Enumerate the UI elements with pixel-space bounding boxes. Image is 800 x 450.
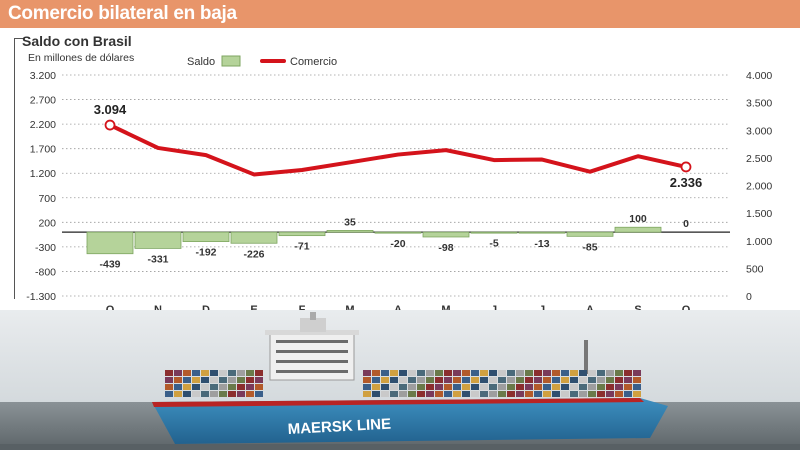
saldo-data-label: -439 xyxy=(99,259,120,271)
left-axis-tick-label: 200 xyxy=(38,217,56,229)
left-axis-tick-label: -1.300 xyxy=(26,291,56,303)
right-axis-tick-label: 1.000 xyxy=(746,236,772,248)
left-axis-tick-label: 3.200 xyxy=(30,70,56,82)
ship-superstructure xyxy=(265,312,588,381)
comercio-data-label: 3.094 xyxy=(94,102,127,117)
saldo-bar xyxy=(518,231,566,234)
saldo-data-label: -192 xyxy=(195,247,216,259)
saldo-data-label: -331 xyxy=(147,253,168,265)
left-axis-tick-label: -800 xyxy=(35,266,56,278)
legend-comercio-label: Comercio xyxy=(290,56,337,68)
chart-subtitle: Saldo con Brasil xyxy=(22,33,132,49)
saldo-bar xyxy=(230,231,278,244)
saldo-bar xyxy=(614,226,662,233)
right-axis-tick-label: 2.500 xyxy=(746,153,772,165)
subtitle-bracket xyxy=(14,38,24,299)
saldo-data-label: -85 xyxy=(582,241,597,253)
right-axis-tick-label: 500 xyxy=(746,263,764,275)
saldo-data-label: 0 xyxy=(683,218,689,230)
saldo-data-label: -13 xyxy=(534,238,549,250)
units-label: En millones de dólares xyxy=(28,52,135,64)
saldo-data-label: -71 xyxy=(294,241,309,253)
saldo-bar xyxy=(278,231,326,237)
left-axis-tick-label: 700 xyxy=(38,193,56,205)
saldo-bar xyxy=(326,230,374,233)
saldo-bar xyxy=(374,231,422,234)
title-banner: Comercio bilateral en baja xyxy=(0,0,800,28)
right-axis-tick-label: 3.500 xyxy=(746,98,772,110)
ship-photo: MAERSK LINE xyxy=(0,310,800,450)
saldo-bar xyxy=(134,231,182,249)
container-stacks xyxy=(165,370,641,397)
comercio-point xyxy=(680,161,692,173)
right-axis-tick-label: 2.000 xyxy=(746,181,772,193)
legend-saldo-swatch xyxy=(221,55,241,67)
saldo-data-label: -98 xyxy=(438,242,453,254)
left-axis-tick-label: 1.700 xyxy=(30,144,56,156)
saldo-data-label: -226 xyxy=(243,248,264,260)
right-axis-tick-label: 3.000 xyxy=(746,125,772,137)
left-axis-tick-label: 2.700 xyxy=(30,95,56,107)
comercio-line xyxy=(108,123,688,177)
saldo-bar xyxy=(182,231,230,242)
chart-title: Comercio bilateral en baja xyxy=(8,3,237,24)
comercio-point xyxy=(104,119,116,131)
saldo-bar xyxy=(470,231,518,234)
saldo-data-label: 100 xyxy=(629,213,647,225)
saldo-bar xyxy=(566,231,614,237)
comercio-data-label: 2.336 xyxy=(670,175,703,190)
left-axis-tick-label: -300 xyxy=(35,242,56,254)
saldo-data-label: -5 xyxy=(489,237,498,249)
svg-text:MAERSK LINE: MAERSK LINE xyxy=(287,416,391,438)
left-axis-tick-label: 1.200 xyxy=(30,168,56,180)
saldo-data-label: 35 xyxy=(344,216,356,228)
right-axis-tick-label: 0 xyxy=(746,291,752,303)
legend-saldo-label: Saldo xyxy=(187,56,215,68)
right-axis-tick-label: 4.000 xyxy=(746,70,772,82)
saldo-bar xyxy=(86,231,134,255)
left-axis-tick-label: 2.200 xyxy=(30,119,56,131)
chart: 3.200 2.700 2.200 1.700 1.200 700 200 -300 -800 -… xyxy=(26,55,772,331)
saldo-data-label: -20 xyxy=(390,238,405,250)
right-axis-tick-label: 1.500 xyxy=(746,208,772,220)
saldo-bar xyxy=(422,231,470,238)
